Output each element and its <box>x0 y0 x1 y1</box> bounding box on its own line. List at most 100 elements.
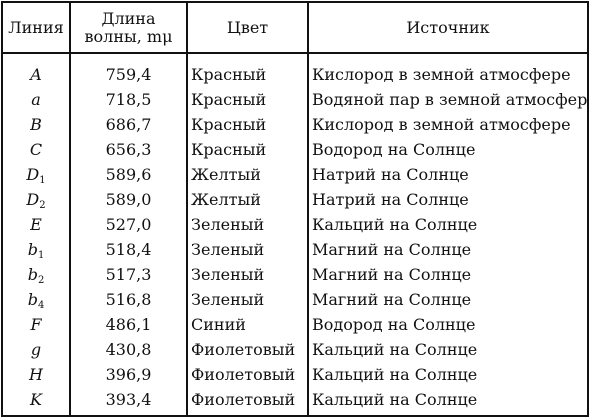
wavelength-value: 486,1 <box>69 312 188 337</box>
table-header: Линия Длина волны, mμ Цвет Источник <box>1 1 589 54</box>
source-value: Магний на Солнце <box>307 237 589 262</box>
color-value: Зеленый <box>186 212 309 237</box>
line-letter: F <box>30 315 42 334</box>
wavelength-value: 686,7 <box>69 112 188 137</box>
line-letter: A <box>30 65 42 84</box>
line-designation: b4 <box>1 287 71 312</box>
color-value: Желтый <box>186 162 309 187</box>
line-letter: a <box>31 90 41 109</box>
table-row: D2 589,0 Желтый Натрий на Солнце <box>1 187 589 212</box>
line-subscript: 2 <box>37 275 45 286</box>
table-row: a 718,5 Красный Водяной пар в земной атмосф… <box>1 87 589 112</box>
line-subscript: 4 <box>37 300 45 311</box>
source-value: Магний на Солнце <box>307 262 589 287</box>
source-value: Водород на Солнце <box>307 137 589 162</box>
line-letter: b <box>27 290 38 309</box>
line-letter: D <box>26 165 40 184</box>
table-row: b2 517,3 Зеленый Магний на Солнце <box>1 262 589 287</box>
wavelength-value: 759,4 <box>69 53 188 87</box>
color-value: Зеленый <box>186 262 309 287</box>
source-value: Водяной пар в земной атмосфере <box>307 87 589 112</box>
line-designation: C <box>1 137 71 162</box>
color-value: Синий <box>186 312 309 337</box>
source-value: Кислород в земной атмосфере <box>307 112 589 137</box>
source-value: Кальций на Солнце <box>307 387 589 416</box>
header-line: Линия <box>1 1 71 54</box>
line-letter: b <box>27 265 38 284</box>
table-row: g 430,8 Фиолетовый Кальций на Солнце <box>1 337 589 362</box>
wavelength-value: 656,3 <box>69 137 188 162</box>
line-designation: b1 <box>1 237 71 262</box>
line-designation: B <box>1 112 71 137</box>
wavelength-value: 589,6 <box>69 162 188 187</box>
line-designation: D2 <box>1 187 71 212</box>
header-row: Линия Длина волны, mμ Цвет Источник <box>1 1 589 54</box>
line-subscript: 2 <box>39 200 46 211</box>
wavelength-value: 527,0 <box>69 212 188 237</box>
line-subscript: 1 <box>39 175 46 186</box>
source-value: Кальций на Солнце <box>307 212 589 237</box>
line-designation: g <box>1 337 71 362</box>
wavelength-value: 718,5 <box>69 87 188 112</box>
line-designation: A <box>1 53 71 87</box>
source-value: Водород на Солнце <box>307 312 589 337</box>
wavelength-value: 518,4 <box>69 237 188 262</box>
header-source: Источник <box>307 1 589 54</box>
line-designation: b2 <box>1 262 71 287</box>
table-row: H 396,9 Фиолетовый Кальций на Солнце <box>1 362 589 387</box>
table-row: b1 518,4 Зеленый Магний на Солнце <box>1 237 589 262</box>
line-designation: H <box>1 362 71 387</box>
table-row: F 486,1 Синий Водород на Солнце <box>1 312 589 337</box>
color-value: Фиолетовый <box>186 362 309 387</box>
wavelength-value: 393,4 <box>69 387 188 416</box>
color-value: Красный <box>186 53 309 87</box>
color-value: Фиолетовый <box>186 387 309 416</box>
line-letter: H <box>29 365 43 384</box>
line-designation: D1 <box>1 162 71 187</box>
color-value: Зеленый <box>186 237 309 262</box>
wavelength-value: 430,8 <box>69 337 188 362</box>
line-subscript: 1 <box>37 250 45 261</box>
color-value: Фиолетовый <box>186 337 309 362</box>
source-value: Натрий на Солнце <box>307 162 589 187</box>
line-designation: F <box>1 312 71 337</box>
table-row: A 759,4 Красный Кислород в земной атмосфере <box>1 53 589 87</box>
header-wavelength: Длина волны, mμ <box>69 1 188 54</box>
header-wavelength-line1: Длина <box>101 8 156 28</box>
source-value: Натрий на Солнце <box>307 187 589 212</box>
table-row: E 527,0 Зеленый Кальций на Солнце <box>1 212 589 237</box>
line-letter: b <box>27 240 38 259</box>
table-row: C 656,3 Красный Водород на Солнце <box>1 137 589 162</box>
table-row: D1 589,6 Желтый Натрий на Солнце <box>1 162 589 187</box>
table-body: A 759,4 Красный Кислород в земной атмосфере… <box>1 53 589 416</box>
line-letter: D <box>26 190 40 209</box>
wavelength-value: 517,3 <box>69 262 188 287</box>
wavelength-value: 516,8 <box>69 287 188 312</box>
table-row: b4 516,8 Зеленый Магний на Солнце <box>1 287 589 312</box>
header-color: Цвет <box>186 1 309 54</box>
color-value: Зеленый <box>186 287 309 312</box>
color-value: Желтый <box>186 187 309 212</box>
color-value: Красный <box>186 137 309 162</box>
table-row: B 686,7 Красный Кислород в земной атмосфере <box>1 112 589 137</box>
source-value: Кальций на Солнце <box>307 337 589 362</box>
source-value: Магний на Солнце <box>307 287 589 312</box>
color-value: Красный <box>186 112 309 137</box>
line-letter: C <box>29 140 43 159</box>
header-wavelength-line2: волны, mμ <box>84 26 173 46</box>
line-designation: a <box>1 87 71 112</box>
line-designation: E <box>1 212 71 237</box>
table-row: K 393,4 Фиолетовый Кальций на Солнце <box>1 387 589 416</box>
source-value: Кальций на Солнце <box>307 362 589 387</box>
line-letter: K <box>30 390 42 409</box>
wavelength-value: 396,9 <box>69 362 188 387</box>
source-value: Кислород в земной атмосфере <box>307 53 589 87</box>
color-value: Красный <box>186 87 309 112</box>
line-letter: B <box>30 115 42 134</box>
wavelength-value: 589,0 <box>69 187 188 212</box>
line-letter: g <box>30 340 42 359</box>
line-designation: K <box>1 387 71 416</box>
line-letter: E <box>30 215 42 234</box>
